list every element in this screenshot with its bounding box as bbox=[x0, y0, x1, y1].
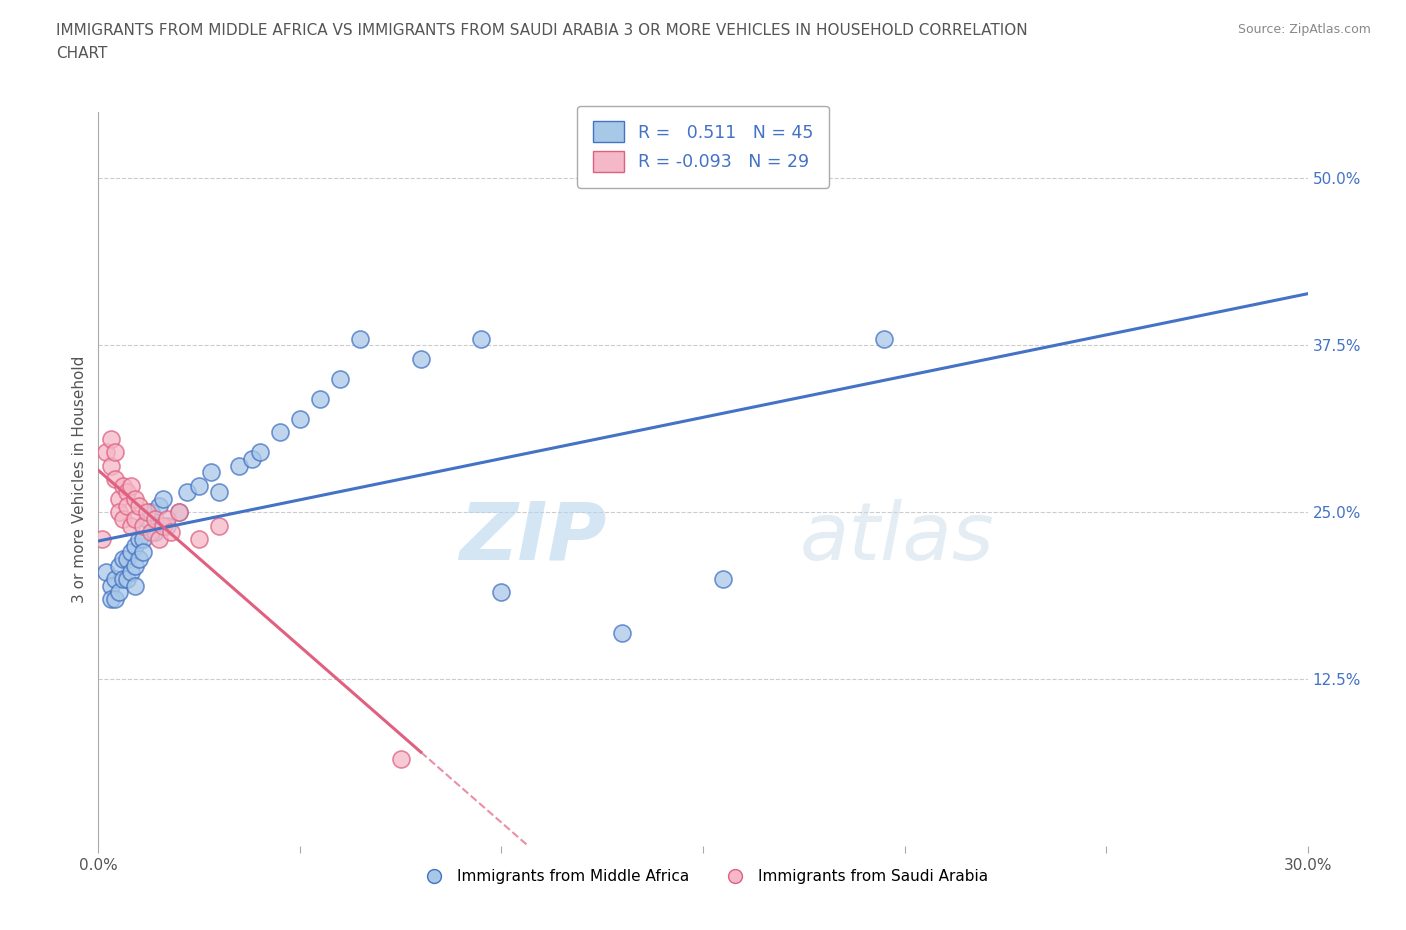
Point bbox=[491, 585, 513, 600]
Point bbox=[115, 572, 138, 587]
Point bbox=[470, 331, 492, 346]
Point bbox=[249, 445, 271, 459]
Point bbox=[103, 472, 125, 486]
Point bbox=[120, 478, 142, 493]
Point bbox=[188, 478, 211, 493]
Point bbox=[135, 505, 157, 520]
Point bbox=[100, 591, 122, 606]
Point bbox=[349, 331, 371, 346]
Point bbox=[139, 525, 162, 539]
Point bbox=[132, 518, 155, 533]
Y-axis label: 3 or more Vehicles in Household: 3 or more Vehicles in Household bbox=[72, 355, 87, 603]
Point bbox=[409, 352, 432, 366]
Point bbox=[115, 498, 138, 513]
Point bbox=[167, 505, 190, 520]
Point bbox=[711, 572, 734, 587]
Point bbox=[135, 512, 157, 526]
Point bbox=[103, 445, 125, 459]
Point bbox=[143, 525, 166, 539]
Legend: Immigrants from Middle Africa, Immigrants from Saudi Arabia: Immigrants from Middle Africa, Immigrant… bbox=[412, 863, 994, 890]
Point bbox=[612, 625, 634, 640]
Point bbox=[120, 545, 142, 560]
Point bbox=[148, 532, 170, 547]
Point bbox=[156, 518, 179, 533]
Point bbox=[132, 532, 155, 547]
Point bbox=[228, 458, 250, 473]
Point bbox=[124, 492, 146, 507]
Point bbox=[124, 512, 146, 526]
Text: ZIP: ZIP bbox=[458, 498, 606, 577]
Point bbox=[111, 551, 134, 566]
Point bbox=[124, 558, 146, 573]
Point bbox=[107, 585, 129, 600]
Point bbox=[188, 532, 211, 547]
Point bbox=[103, 591, 125, 606]
Point bbox=[128, 532, 150, 547]
Point bbox=[111, 512, 134, 526]
Point bbox=[115, 485, 138, 499]
Point bbox=[96, 445, 118, 459]
Point bbox=[143, 512, 166, 526]
Point bbox=[132, 545, 155, 560]
Point bbox=[120, 565, 142, 580]
Point bbox=[152, 518, 174, 533]
Point bbox=[107, 505, 129, 520]
Point bbox=[128, 498, 150, 513]
Point bbox=[111, 478, 134, 493]
Point bbox=[152, 492, 174, 507]
Point bbox=[156, 512, 179, 526]
Point bbox=[389, 752, 412, 767]
Point bbox=[160, 525, 183, 539]
Point bbox=[288, 411, 311, 426]
Point bbox=[208, 518, 231, 533]
Point bbox=[107, 492, 129, 507]
Point bbox=[100, 578, 122, 593]
Text: IMMIGRANTS FROM MIDDLE AFRICA VS IMMIGRANTS FROM SAUDI ARABIA 3 OR MORE VEHICLES: IMMIGRANTS FROM MIDDLE AFRICA VS IMMIGRA… bbox=[56, 23, 1028, 38]
Text: Source: ZipAtlas.com: Source: ZipAtlas.com bbox=[1237, 23, 1371, 36]
Point bbox=[100, 458, 122, 473]
Point bbox=[124, 578, 146, 593]
Point bbox=[124, 538, 146, 553]
Point bbox=[96, 565, 118, 580]
Point bbox=[91, 532, 114, 547]
Point bbox=[167, 505, 190, 520]
Point bbox=[148, 498, 170, 513]
Point bbox=[873, 331, 896, 346]
Point bbox=[329, 371, 352, 386]
Point bbox=[200, 465, 222, 480]
Point bbox=[240, 451, 263, 466]
Text: CHART: CHART bbox=[56, 46, 108, 61]
Point bbox=[120, 518, 142, 533]
Point bbox=[176, 485, 198, 499]
Point bbox=[107, 558, 129, 573]
Text: atlas: atlas bbox=[800, 498, 994, 577]
Point bbox=[115, 551, 138, 566]
Point bbox=[139, 505, 162, 520]
Point bbox=[128, 551, 150, 566]
Point bbox=[309, 392, 332, 406]
Point bbox=[111, 572, 134, 587]
Point bbox=[208, 485, 231, 499]
Point bbox=[100, 432, 122, 446]
Point bbox=[103, 572, 125, 587]
Point bbox=[269, 425, 291, 440]
